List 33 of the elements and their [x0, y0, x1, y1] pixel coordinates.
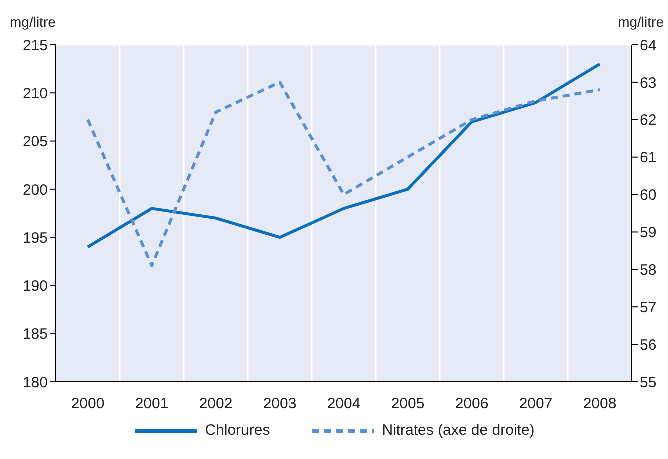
x-tick-label: 2004	[327, 396, 361, 413]
x-tick-label: 2002	[199, 396, 233, 413]
x-tick-label: 2007	[519, 396, 553, 413]
y-tick-label: 205	[22, 134, 48, 151]
y2-tick-label: 56	[640, 336, 657, 354]
y-tick-label: 210	[22, 85, 48, 102]
x-tick-label: 2003	[263, 396, 297, 413]
y2-tick-label: 61	[640, 150, 657, 167]
x-tick-label: 2000	[71, 396, 105, 413]
y-axis-title: mg/litre	[10, 14, 56, 30]
y-tick-label: 215	[22, 37, 48, 54]
y-tick-label: 185	[22, 326, 48, 344]
legend-label: Chlorures	[205, 422, 270, 439]
y2-tick-label: 55	[640, 374, 657, 392]
line-series	[86, 62, 602, 249]
y2-tick-label: 58	[640, 262, 657, 279]
y2-tick-label: 57	[640, 299, 657, 316]
line-series	[86, 80, 602, 268]
legend-label: Nitrates (axe de droite)	[382, 422, 535, 439]
y-tick-label: 180	[22, 374, 48, 392]
y-tick-label: 195	[22, 230, 48, 247]
x-tick-label: 2008	[583, 396, 617, 413]
x-tick-label: 2006	[455, 396, 489, 413]
y2-tick-label: 62	[640, 112, 657, 130]
y-tick-label: 190	[22, 278, 48, 296]
y2-tick-label: 64	[640, 37, 657, 54]
x-tick-label: 2005	[391, 396, 425, 413]
y-tick-label: 200	[22, 182, 48, 199]
y2-axis-title: mg/litre	[618, 14, 664, 30]
x-tick-label: 2001	[135, 396, 169, 413]
y2-tick-label: 60	[640, 187, 657, 204]
y2-tick-label: 59	[640, 224, 657, 242]
y2-tick-label: 63	[640, 74, 657, 92]
